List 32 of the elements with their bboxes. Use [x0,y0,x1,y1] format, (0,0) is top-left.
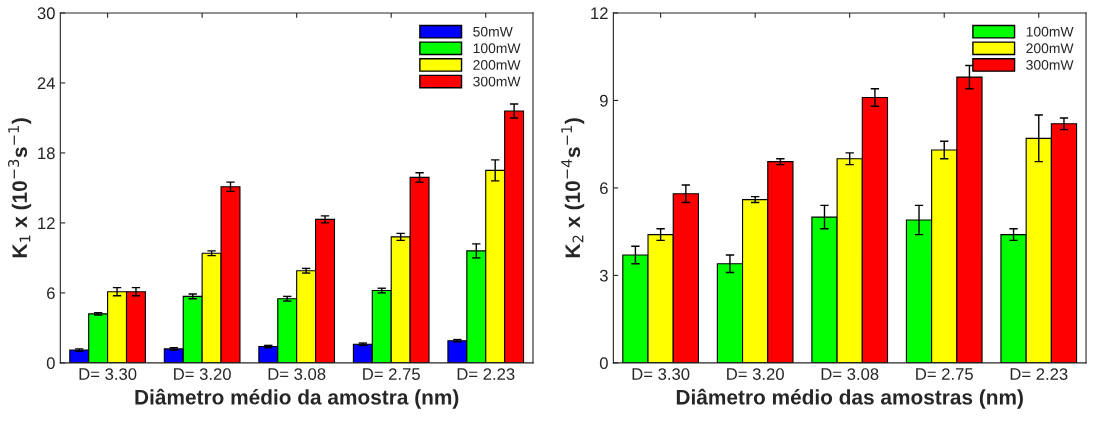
x-tick-label: D= 3.08 [821,368,879,380]
x-tick-label: D= 3.30 [632,368,690,380]
y-tick-label: 0 [599,357,608,370]
x-tick-label: D= 2.23 [457,368,515,380]
legend-label: 100mW [1026,26,1074,37]
y-tick-label: 6 [600,182,608,195]
y-axis-title: K$_{2}$ x (10$^{−4}$s$^{−1}$) [561,118,585,258]
legend-label: 200mW [473,60,521,70]
y-tick-label: 0 [46,357,55,370]
y-tick-label: 30 [37,7,55,20]
y-tick-label: 6 [47,287,55,300]
x-axis-title: Diâmetro médio da amostra (nm) [135,388,459,409]
y-tick-label: 9 [600,94,608,107]
y-tick-label: 24 [37,77,55,89]
legend-label: 300mW [1026,60,1074,70]
y-tick-label: 12 [38,217,55,229]
legend-label: 300mW [473,76,521,87]
y-tick-label: 3 [599,269,608,282]
x-tick-label: D= 3.20 [174,368,231,380]
x-tick-label: D= 3.30 [79,368,137,380]
legend-label: 100mW [473,43,521,54]
x-tick-label: D= 2.75 [916,368,973,380]
legend-label: 200mW [1026,43,1074,54]
y-tick-label: 12 [591,7,608,19]
x-tick-label: D= 2.75 [363,368,420,380]
y-tick-label: 18 [38,147,55,160]
x-tick-label: D= 3.20 [727,368,784,380]
x-axis-title: Diâmetro médio das amostras (nm) [676,388,1023,409]
x-tick-label: D= 3.08 [268,368,326,380]
y-axis-title: K$_{1}$ x (10$^{−3}$s$^{−1}$) [8,118,32,258]
x-tick-label: D= 2.23 [1010,368,1068,380]
legend-label: 50mW [473,26,513,37]
